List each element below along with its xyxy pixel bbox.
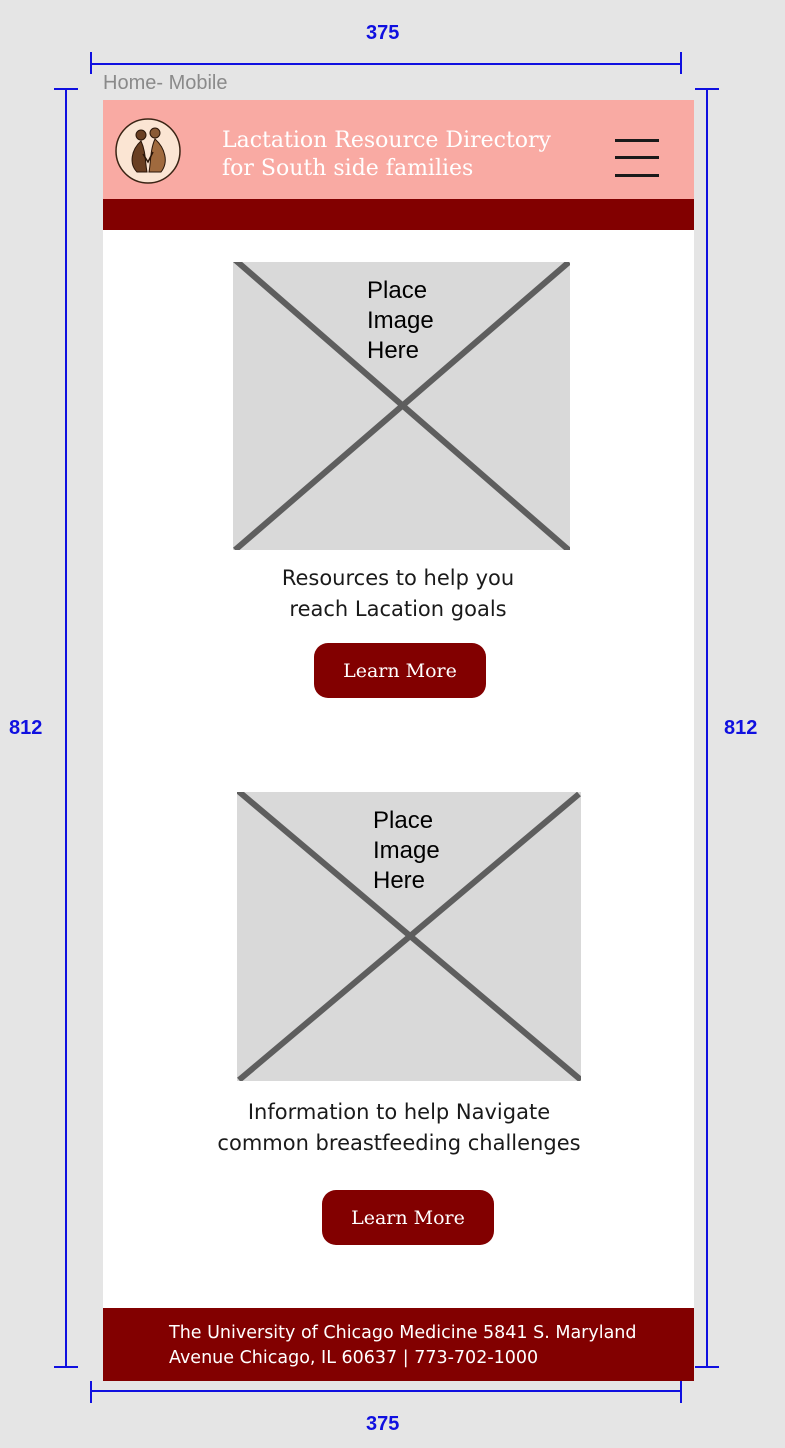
site-title: Lactation Resource Directory for South s… xyxy=(222,127,582,183)
learn-more-button[interactable]: Learn More xyxy=(314,643,486,698)
mobile-frame: Lactation Resource Directory for South s… xyxy=(103,100,694,1381)
image-placeholder: Place Image Here xyxy=(233,262,570,550)
site-footer: The University of Chicago Medicine 5841 … xyxy=(103,1308,694,1381)
frame-label: Home- Mobile xyxy=(103,72,228,94)
height-left-label: 812 xyxy=(9,717,43,739)
width-bottom-label: 375 xyxy=(366,1413,400,1435)
site-title-line: for South side families xyxy=(222,156,474,181)
placeholder-text: Place Image Here xyxy=(367,277,434,364)
header-accent-bar xyxy=(103,199,694,230)
logo-icon[interactable] xyxy=(115,118,181,184)
site-header: Lactation Resource Directory for South s… xyxy=(103,100,694,199)
hamburger-menu-icon[interactable] xyxy=(615,139,659,177)
learn-more-button[interactable]: Learn More xyxy=(322,1190,494,1245)
height-right-label: 812 xyxy=(724,717,758,739)
section-caption: Resources to help you reach Lacation goa… xyxy=(281,566,515,621)
footer-address: The University of Chicago Medicine 5841 … xyxy=(169,1323,637,1368)
width-top-label: 375 xyxy=(366,22,400,44)
placeholder-text: Place Image Here xyxy=(373,807,440,894)
section-caption: Information to help Navigate common brea… xyxy=(217,1100,581,1155)
site-title-line: Lactation Resource Directory xyxy=(222,128,551,153)
image-placeholder: Place Image Here xyxy=(237,792,581,1081)
